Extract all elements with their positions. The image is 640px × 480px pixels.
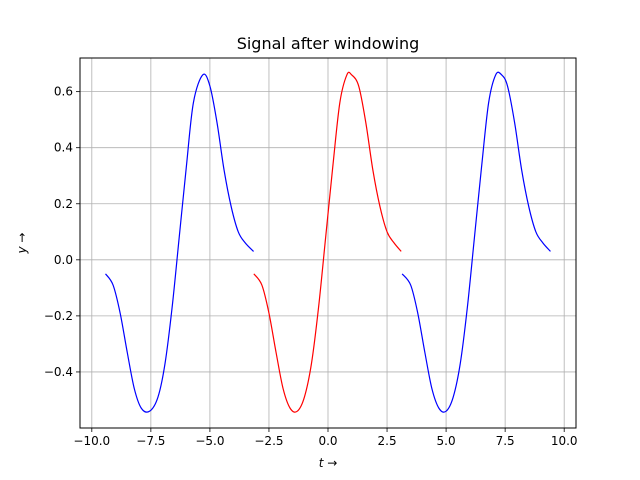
x-axis-label: t → (319, 456, 338, 470)
x-tick-label: 7.5 (496, 434, 515, 448)
x-tick-label: −2.5 (254, 434, 283, 448)
series-line-3 (401, 71, 551, 413)
y-tick-label: 0.0 (54, 253, 73, 267)
series-line-2 (253, 71, 402, 413)
series-group (105, 71, 551, 413)
grid (80, 58, 576, 428)
x-tick-label: 10.0 (551, 434, 578, 448)
y-tick-label: 0.6 (54, 85, 73, 99)
y-axis-label: y → (15, 233, 29, 255)
y-tick-label: −0.2 (44, 309, 73, 323)
chart-title: Signal after windowing (237, 34, 420, 53)
x-tick-label: −7.5 (136, 434, 165, 448)
y-axis: −0.4 −0.2 0.0 0.2 0.4 0.6 (44, 85, 80, 379)
x-tick-label: −10.0 (73, 434, 110, 448)
series-line-1 (105, 73, 255, 413)
x-axis: −10.0 −7.5 −5.0 −2.5 0.0 2.5 5.0 7.5 10.0 (73, 428, 578, 448)
y-tick-label: 0.2 (54, 197, 73, 211)
x-tick-label: −5.0 (195, 434, 224, 448)
x-tick-label: 0.0 (318, 434, 337, 448)
y-tick-label: −0.4 (44, 365, 73, 379)
x-tick-label: 2.5 (378, 434, 397, 448)
x-tick-label: 5.0 (437, 434, 456, 448)
y-tick-label: 0.4 (54, 141, 73, 155)
